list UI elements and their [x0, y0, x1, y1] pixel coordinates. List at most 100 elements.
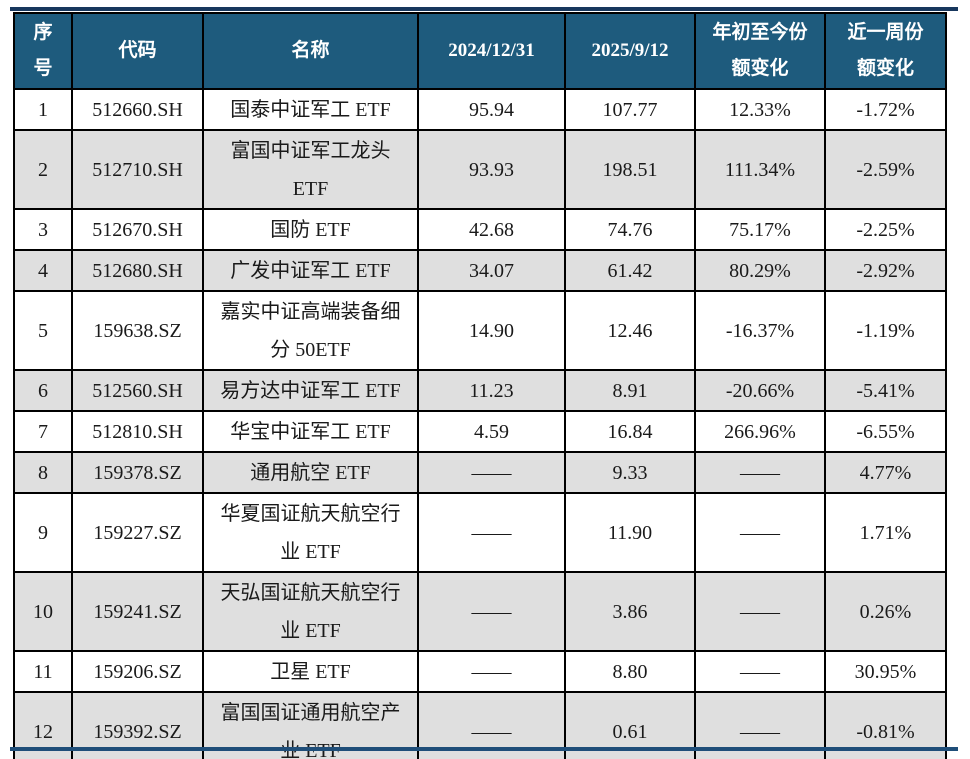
- cell-seq: 1: [13, 88, 73, 131]
- cell-ytd-change: 111.34%: [694, 129, 826, 210]
- cell-seq: 5: [13, 290, 73, 371]
- cell-ytd-change: 75.17%: [694, 208, 826, 251]
- cell-code: 159227.SZ: [71, 492, 204, 573]
- cell-week-change: 4.77%: [824, 451, 947, 494]
- cell-ytd-change: 80.29%: [694, 249, 826, 292]
- col-header-date-2024: 2024/12/31: [417, 12, 566, 90]
- cell-code: 512680.SH: [71, 249, 204, 292]
- cell-code: 512660.SH: [71, 88, 204, 131]
- cell-seq: 6: [13, 369, 73, 412]
- table-row: 3 512670.SH 国防 ETF 42.68 74.76 75.17% -2…: [13, 208, 947, 251]
- cell-week-change: 30.95%: [824, 650, 947, 693]
- etf-share-change-table: 序 号 代码 名称 2024/12/31 2025/9/12 年初至今份 额变化…: [13, 12, 947, 759]
- table-row: 2 512710.SH 富国中证军工龙头 ETF 93.93 198.51 11…: [13, 129, 947, 210]
- col-header-date-2025: 2025/9/12: [564, 12, 696, 90]
- cell-week-change: 1.71%: [824, 492, 947, 573]
- cell-2024-shares: ——: [417, 492, 566, 573]
- table-row: 4 512680.SH 广发中证军工 ETF 34.07 61.42 80.29…: [13, 249, 947, 292]
- cell-seq: 12: [13, 691, 73, 759]
- cell-ytd-change: ——: [694, 571, 826, 652]
- cell-2025-shares: 74.76: [564, 208, 696, 251]
- cell-name: 华夏国证航天航空行 业 ETF: [202, 492, 419, 573]
- bottom-divider: [10, 747, 958, 751]
- cell-code: 159378.SZ: [71, 451, 204, 494]
- cell-2025-shares: 107.77: [564, 88, 696, 131]
- cell-ytd-change: -16.37%: [694, 290, 826, 371]
- cell-2024-shares: 11.23: [417, 369, 566, 412]
- cell-week-change: -2.92%: [824, 249, 947, 292]
- cell-name: 通用航空 ETF: [202, 451, 419, 494]
- cell-2025-shares: 9.33: [564, 451, 696, 494]
- cell-week-change: -2.25%: [824, 208, 947, 251]
- cell-2025-shares: 12.46: [564, 290, 696, 371]
- table-row: 10 159241.SZ 天弘国证航天航空行 业 ETF —— 3.86 —— …: [13, 571, 947, 652]
- cell-2024-shares: 4.59: [417, 410, 566, 453]
- col-header-seq: 序 号: [13, 12, 73, 90]
- cell-ytd-change: ——: [694, 492, 826, 573]
- cell-2024-shares: 95.94: [417, 88, 566, 131]
- cell-name: 卫星 ETF: [202, 650, 419, 693]
- cell-ytd-change: ——: [694, 451, 826, 494]
- cell-seq: 10: [13, 571, 73, 652]
- cell-2024-shares: 14.90: [417, 290, 566, 371]
- cell-seq: 11: [13, 650, 73, 693]
- cell-2024-shares: ——: [417, 451, 566, 494]
- cell-2024-shares: 34.07: [417, 249, 566, 292]
- table-row: 5 159638.SZ 嘉实中证高端装备细 分 50ETF 14.90 12.4…: [13, 290, 947, 371]
- cell-2024-shares: ——: [417, 571, 566, 652]
- cell-2024-shares: ——: [417, 650, 566, 693]
- cell-2024-shares: 42.68: [417, 208, 566, 251]
- cell-week-change: -1.19%: [824, 290, 947, 371]
- cell-code: 512810.SH: [71, 410, 204, 453]
- cell-ytd-change: -20.66%: [694, 369, 826, 412]
- cell-name: 易方达中证军工 ETF: [202, 369, 419, 412]
- cell-seq: 2: [13, 129, 73, 210]
- cell-2024-shares: 93.93: [417, 129, 566, 210]
- table-row: 7 512810.SH 华宝中证军工 ETF 4.59 16.84 266.96…: [13, 410, 947, 453]
- cell-week-change: -5.41%: [824, 369, 947, 412]
- cell-name: 嘉实中证高端装备细 分 50ETF: [202, 290, 419, 371]
- cell-ytd-change: 266.96%: [694, 410, 826, 453]
- cell-name: 广发中证军工 ETF: [202, 249, 419, 292]
- col-header-week-change: 近一周份 额变化: [824, 12, 947, 90]
- cell-name: 华宝中证军工 ETF: [202, 410, 419, 453]
- cell-2025-shares: 198.51: [564, 129, 696, 210]
- cell-code: 159206.SZ: [71, 650, 204, 693]
- cell-2025-shares: 8.91: [564, 369, 696, 412]
- table-row: 11 159206.SZ 卫星 ETF —— 8.80 —— 30.95%: [13, 650, 947, 693]
- cell-seq: 3: [13, 208, 73, 251]
- cell-ytd-change: 12.33%: [694, 88, 826, 131]
- col-header-name: 名称: [202, 12, 419, 90]
- cell-2025-shares: 61.42: [564, 249, 696, 292]
- table-row: 1 512660.SH 国泰中证军工 ETF 95.94 107.77 12.3…: [13, 88, 947, 131]
- table-row: 9 159227.SZ 华夏国证航天航空行 业 ETF —— 11.90 —— …: [13, 492, 947, 573]
- cell-code: 512560.SH: [71, 369, 204, 412]
- table-row: 8 159378.SZ 通用航空 ETF —— 9.33 —— 4.77%: [13, 451, 947, 494]
- cell-name: 富国中证军工龙头 ETF: [202, 129, 419, 210]
- cell-ytd-change: ——: [694, 650, 826, 693]
- cell-code: 159638.SZ: [71, 290, 204, 371]
- cell-2025-shares: 16.84: [564, 410, 696, 453]
- cell-code: 159241.SZ: [71, 571, 204, 652]
- cell-week-change: -6.55%: [824, 410, 947, 453]
- cell-code: 512710.SH: [71, 129, 204, 210]
- cell-seq: 4: [13, 249, 73, 292]
- col-header-ytd-change: 年初至今份 额变化: [694, 12, 826, 90]
- cell-name: 天弘国证航天航空行 业 ETF: [202, 571, 419, 652]
- header-row: 序 号 代码 名称 2024/12/31 2025/9/12 年初至今份 额变化…: [13, 12, 947, 90]
- cell-2025-shares: 11.90: [564, 492, 696, 573]
- cell-2025-shares: 8.80: [564, 650, 696, 693]
- cell-week-change: 0.26%: [824, 571, 947, 652]
- cell-2025-shares: 3.86: [564, 571, 696, 652]
- cell-seq: 7: [13, 410, 73, 453]
- cell-code: 512670.SH: [71, 208, 204, 251]
- col-header-code: 代码: [71, 12, 204, 90]
- top-divider: [10, 7, 958, 11]
- cell-name: 国防 ETF: [202, 208, 419, 251]
- cell-seq: 8: [13, 451, 73, 494]
- cell-name: 国泰中证军工 ETF: [202, 88, 419, 131]
- cell-seq: 9: [13, 492, 73, 573]
- cell-week-change: -1.72%: [824, 88, 947, 131]
- table-row: 6 512560.SH 易方达中证军工 ETF 11.23 8.91 -20.6…: [13, 369, 947, 412]
